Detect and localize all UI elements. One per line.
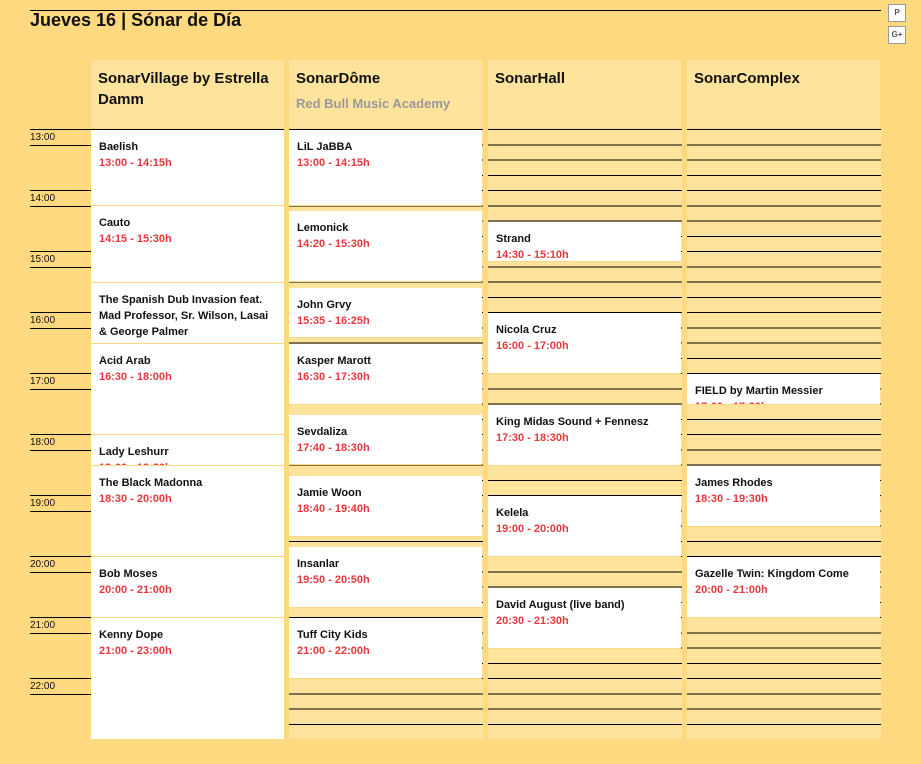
event-name: LiL JaBBA <box>297 141 353 153</box>
event-card[interactable]: Cauto 14:15 - 15:30h <box>91 206 284 283</box>
event-name: Nicola Cruz <box>496 324 557 336</box>
stage-name: SonarHall <box>495 70 566 87</box>
event-time: 13:00 - 14:15h <box>99 157 172 169</box>
event-name: Acid Arab <box>99 354 151 367</box>
event-card[interactable]: Strand 14:30 - 15:10h <box>488 221 681 263</box>
event-time: 20:30 - 21:30h <box>496 614 569 627</box>
event-card[interactable]: Tuff City Kids 21:00 - 22:00h <box>289 618 482 679</box>
event-card[interactable]: Lemonick 14:20 - 15:30h <box>289 211 482 283</box>
hour-label: 22:00 <box>30 678 91 695</box>
hour-label: 15:00 <box>30 251 91 268</box>
stage-header: SonarHall <box>488 60 681 128</box>
stage-name: SonarVillage by Estrella Damm <box>98 70 269 108</box>
event-time: 20:00 - 21:00h <box>99 584 172 596</box>
event-time: 17:30 - 18:30h <box>496 431 569 444</box>
event-card[interactable]: Sevdaliza 17:40 - 18:30h <box>289 414 482 466</box>
event-card[interactable]: Nicola Cruz 16:00 - 17:00h <box>488 313 681 374</box>
event-card[interactable]: Bob Moses 20:00 - 21:00h <box>91 557 284 618</box>
event-time: 20:00 - 21:00h <box>695 584 768 596</box>
event-name: Insanlar <box>297 557 340 570</box>
event-time: 15:35 - 16:25h <box>297 314 370 327</box>
event-card[interactable]: James Rhodes 18:30 - 19:30h <box>687 465 880 527</box>
event-card[interactable]: Insanlar 19:50 - 20:50h <box>289 546 482 608</box>
event-name: King Midas Sound + Fennesz <box>496 415 649 428</box>
stage-subtitle: Red Bull Music Academy <box>296 96 451 111</box>
rule <box>30 10 881 11</box>
event-time: 17:00 - 17:30h <box>695 399 872 404</box>
event-name: Kelela <box>496 507 529 519</box>
event-time: 16:00 - 17:00h <box>496 340 569 352</box>
event-card[interactable]: Kasper Marott 16:30 - 17:30h <box>289 343 482 405</box>
event-name: John Grvy <box>297 298 352 311</box>
event-time: 17:40 - 18:30h <box>297 441 370 454</box>
hour-label: 17:00 <box>30 373 91 390</box>
event-card[interactable]: Jamie Woon 18:40 - 19:40h <box>289 475 482 537</box>
event-name: David August (live band) <box>496 598 625 611</box>
event-time: 21:00 - 22:00h <box>297 645 370 657</box>
event-card[interactable]: Gazelle Twin: Kingdom Come 20:00 - 21:00h <box>687 557 880 618</box>
page-title: Jueves 16 | Sónar de Día <box>30 10 242 30</box>
event-card[interactable]: Kenny Dope 21:00 - 23:00h <box>91 618 284 740</box>
stage-header: SonarComplex <box>687 60 880 128</box>
event-time: 18:40 - 19:40h <box>297 502 370 515</box>
event-name: Kasper Marott <box>297 354 371 367</box>
event-name: Bob Moses <box>99 568 158 580</box>
hour-label: 19:00 <box>30 495 91 512</box>
event-name: Cauto <box>99 217 131 230</box>
event-time: 21:00 - 23:00h <box>99 645 172 657</box>
event-card[interactable]: John Grvy 15:35 - 16:25h <box>289 287 482 339</box>
event-name: Lemonick <box>297 222 349 235</box>
event-card[interactable]: David August (live band) 20:30 - 21:30h <box>488 587 681 649</box>
event-name: Jamie Woon <box>297 486 362 499</box>
event-time: 16:30 - 17:30h <box>297 370 370 383</box>
event-time: 18:30 - 20:00h <box>99 492 172 505</box>
stage-header: SonarDôme Red Bull Music Academy <box>289 60 482 128</box>
event-name: Baelish <box>99 141 139 153</box>
event-name: Gazelle Twin: Kingdom Come <box>695 568 849 580</box>
event-name: FIELD by Martin Messier <box>695 385 823 397</box>
event-time: 19:50 - 20:50h <box>297 573 370 586</box>
event-card[interactable]: The Black Madonna 18:30 - 20:00h <box>91 465 284 557</box>
share-google[interactable]: G+ <box>888 26 906 44</box>
hour-label: 13:00 <box>30 129 91 146</box>
event-card[interactable]: FIELD by Martin Messier 17:00 - 17:30h <box>687 374 880 405</box>
stage-header: SonarVillage by Estrella Damm <box>91 60 284 128</box>
event-time: 14:15 - 15:30h <box>99 233 172 246</box>
stage-name: SonarDôme <box>296 70 381 87</box>
event-card[interactable]: Lady Leshurr 18:00 - 18:30h <box>91 435 284 466</box>
hour-label: 18:00 <box>30 434 91 451</box>
event-card[interactable]: Acid Arab 16:30 - 18:00h <box>91 343 284 435</box>
share-pinterest[interactable]: P <box>888 4 906 22</box>
event-card[interactable]: The Spanish Dub Invasion feat. Mad Profe… <box>91 282 284 344</box>
event-card[interactable]: LiL JaBBA 13:00 - 14:15h <box>289 130 482 207</box>
event-name: James Rhodes <box>695 476 773 489</box>
event-name: Tuff City Kids <box>297 629 368 641</box>
event-name: Lady Leshurr <box>99 446 169 458</box>
event-time: 16:30 - 18:00h <box>99 370 172 383</box>
event-time: 14:20 - 15:30h <box>297 238 370 251</box>
event-card[interactable]: Kelela 19:00 - 20:00h <box>488 496 681 557</box>
event-name: Sevdaliza <box>297 425 348 438</box>
event-card[interactable]: King Midas Sound + Fennesz 17:30 - 18:30h <box>488 404 681 466</box>
event-time: 14:30 - 15:10h <box>496 248 569 261</box>
column-gap <box>483 60 488 740</box>
stage-name: SonarComplex <box>694 70 800 87</box>
event-time: 13:00 - 14:15h <box>297 157 370 169</box>
hour-label: 14:00 <box>30 190 91 207</box>
hour-label: 16:00 <box>30 312 91 329</box>
event-card[interactable]: Baelish 13:00 - 14:15h <box>91 130 284 207</box>
event-name: The Spanish Dub Invasion feat. Mad Profe… <box>99 293 269 338</box>
event-name: The Black Madonna <box>99 476 203 489</box>
event-name: Strand <box>496 232 531 245</box>
event-time: 19:00 - 20:00h <box>496 523 569 535</box>
column-gap <box>682 60 687 740</box>
hour-label: 21:00 <box>30 617 91 634</box>
event-time: 18:30 - 19:30h <box>695 492 768 505</box>
event-name: Kenny Dope <box>99 629 164 641</box>
event-time: 18:00 - 18:30h <box>99 460 276 465</box>
hour-label: 20:00 <box>30 556 91 573</box>
column-gap <box>284 60 289 740</box>
